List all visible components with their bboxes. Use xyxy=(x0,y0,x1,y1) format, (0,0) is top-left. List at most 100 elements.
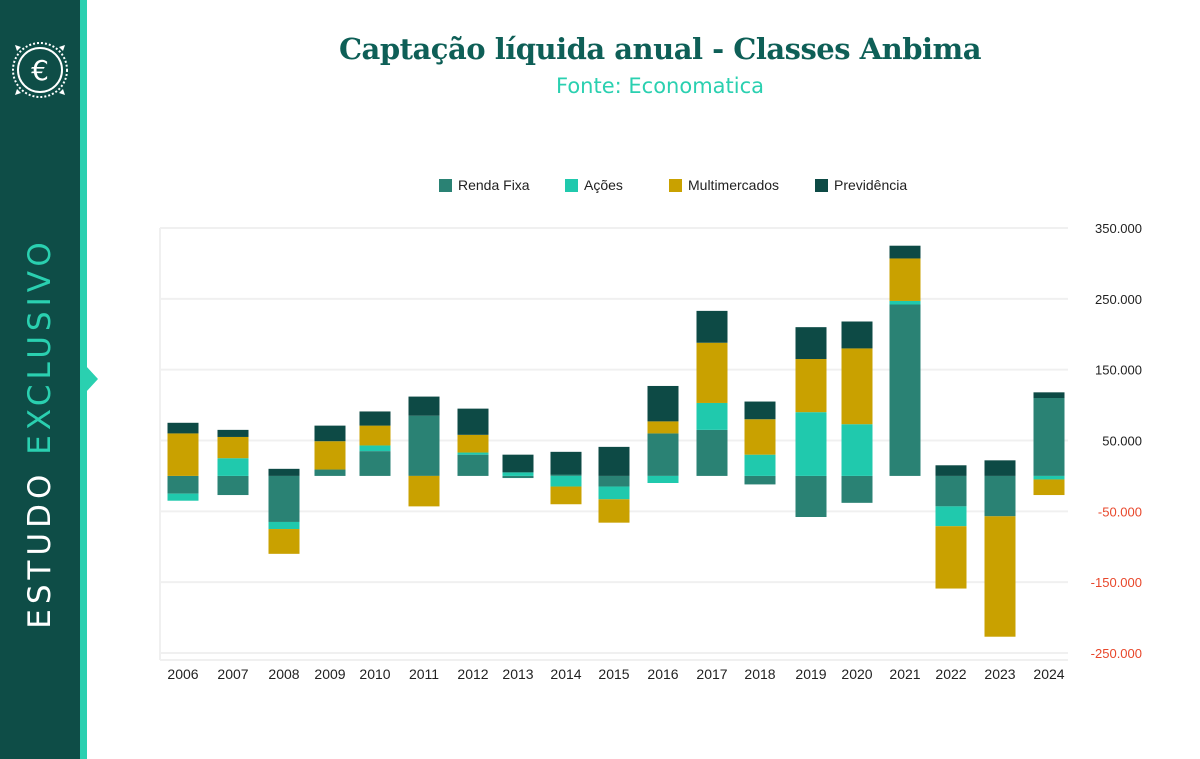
bar-segment xyxy=(984,516,1016,637)
bar-segment xyxy=(696,402,728,430)
bar-segment xyxy=(167,433,199,476)
x-tick-label: 2007 xyxy=(217,666,248,682)
bar-segment xyxy=(984,460,1016,476)
y-tick-label: 250.000 xyxy=(1095,292,1142,307)
bar-segment xyxy=(795,327,827,360)
legend-item-previdencia: Previdência xyxy=(815,177,907,193)
x-tick-label: 2012 xyxy=(457,666,488,682)
bar-segment xyxy=(935,526,967,589)
bar-segment xyxy=(217,475,249,496)
x-tick-label: 2024 xyxy=(1033,666,1064,682)
legend-swatch xyxy=(815,178,828,192)
bar-segment xyxy=(408,415,440,476)
legend-item-renda-fixa: Renda Fixa xyxy=(439,177,530,193)
bar-segment xyxy=(889,300,921,305)
legend: Renda Fixa Ações Multimercados Previdênc… xyxy=(0,177,1200,195)
bar-segment xyxy=(1033,392,1065,398)
legend-swatch xyxy=(565,178,578,192)
y-tick-label: -150.000 xyxy=(1091,575,1142,590)
bar-segment xyxy=(359,445,391,452)
legend-item-multimercados: Multimercados xyxy=(669,177,779,193)
x-tick-label: 2018 xyxy=(744,666,775,682)
x-tick-label: 2015 xyxy=(598,666,629,682)
bar-segment xyxy=(795,475,827,517)
y-tick-label: 50.000 xyxy=(1102,434,1142,449)
bar-segment xyxy=(457,452,489,455)
y-tick-label: -50.000 xyxy=(1098,504,1142,519)
legend-label: Renda Fixa xyxy=(458,177,530,193)
logo-euro-icon: € xyxy=(12,42,68,98)
bar-segment xyxy=(550,451,582,475)
bar-segment xyxy=(841,424,873,476)
bar-segment xyxy=(696,429,728,476)
bar-segment xyxy=(314,469,346,476)
bar-segment xyxy=(1033,398,1065,476)
bar-segment xyxy=(984,475,1016,517)
bar-segment xyxy=(1033,475,1065,480)
x-tick-label: 2017 xyxy=(696,666,727,682)
bar-segment xyxy=(841,348,873,425)
logo-letter: € xyxy=(31,54,49,87)
bar-segment xyxy=(408,396,440,416)
bar-segment xyxy=(457,434,489,453)
bar-segment xyxy=(744,419,776,455)
x-tick-label: 2009 xyxy=(314,666,345,682)
bar-segment xyxy=(359,451,391,476)
x-tick-label: 2013 xyxy=(502,666,533,682)
x-tick-label: 2008 xyxy=(268,666,299,682)
bar-segment xyxy=(550,486,582,505)
bar-segment xyxy=(457,454,489,476)
bar-segment xyxy=(314,441,346,470)
bar-segment xyxy=(935,475,967,507)
bar-segment xyxy=(696,342,728,403)
legend-swatch xyxy=(669,178,682,192)
x-tick-label: 2020 xyxy=(841,666,872,682)
x-tick-label: 2019 xyxy=(795,666,826,682)
bar-segment xyxy=(268,521,300,530)
sidebar xyxy=(0,0,80,759)
bar-segment xyxy=(359,425,391,446)
bar-segment xyxy=(647,421,679,434)
bar-segment xyxy=(889,245,921,259)
bar-segment xyxy=(408,475,440,507)
bar-segment xyxy=(744,454,776,476)
bar-segment xyxy=(217,429,249,437)
bar-segment xyxy=(167,493,199,501)
bar-segment xyxy=(502,472,534,476)
sidebar-notch xyxy=(86,366,98,392)
chart-title: Captação líquida anual - Classes Anbima xyxy=(338,32,982,66)
sidebar-accent-stripe xyxy=(80,0,87,759)
bar-segment xyxy=(359,411,391,426)
bar-segment xyxy=(217,458,249,476)
bar-segment xyxy=(502,475,534,479)
bar-segment xyxy=(550,475,582,487)
legend-swatch xyxy=(439,178,452,192)
x-tick-label: 2021 xyxy=(889,666,920,682)
bar-segment xyxy=(502,454,534,473)
x-tick-label: 2014 xyxy=(550,666,581,682)
bar-segment xyxy=(696,310,728,343)
bar-segment xyxy=(744,475,776,485)
bar-segment xyxy=(935,465,967,476)
bar-segment xyxy=(841,321,873,349)
bar-segment xyxy=(889,304,921,476)
bar-segment xyxy=(457,408,489,435)
bar-segment xyxy=(268,468,300,476)
bar-segment xyxy=(598,499,630,523)
legend-label: Previdência xyxy=(834,177,908,193)
y-tick-label: -250.000 xyxy=(1091,646,1142,661)
bar-segment xyxy=(1033,479,1065,496)
x-tick-label: 2016 xyxy=(647,666,678,682)
bar-segment xyxy=(598,486,630,500)
bar-segment xyxy=(841,475,873,503)
bar-segment xyxy=(647,385,679,422)
bar-segment xyxy=(217,436,249,459)
bar-segment xyxy=(935,506,967,527)
bar-segment xyxy=(647,475,679,483)
x-tick-label: 2010 xyxy=(359,666,390,682)
x-tick-label: 2006 xyxy=(167,666,198,682)
bar-segment xyxy=(795,412,827,476)
bar-segment xyxy=(598,446,630,476)
bar-segment xyxy=(167,422,199,434)
